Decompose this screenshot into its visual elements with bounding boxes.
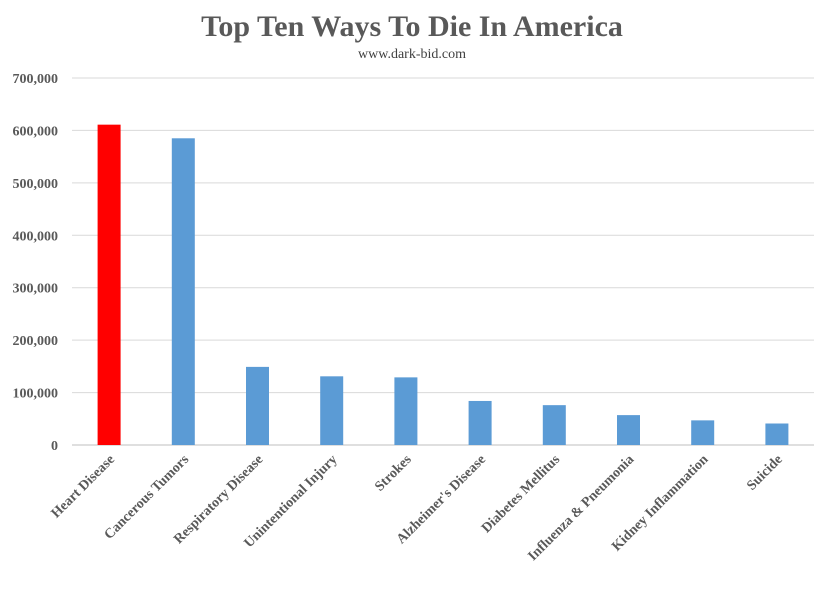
y-tick-label: 200,000: [13, 334, 59, 349]
bars: [97, 124, 789, 446]
x-category-label: Strokes: [372, 452, 415, 495]
bar: [394, 377, 418, 445]
bar: [617, 415, 640, 445]
y-tick-label: 400,000: [13, 229, 59, 244]
chart-subtitle: www.dark-bid.com: [358, 47, 466, 62]
bar: [691, 420, 715, 445]
x-category-label: Diabetes Mellitus: [479, 452, 563, 536]
bar: [171, 138, 195, 446]
x-category-label: Heart Disease: [49, 452, 118, 521]
y-tick-label: 500,000: [13, 177, 59, 192]
y-tick-label: 0: [51, 439, 58, 454]
y-tick-label: 300,000: [13, 282, 59, 297]
chart-title: Top Ten Ways To Die In America: [201, 10, 623, 43]
x-category-label: Suicide: [744, 452, 785, 493]
y-tick-label: 700,000: [13, 72, 59, 87]
bar: [320, 376, 344, 445]
gridlines: [72, 77, 814, 446]
y-axis-ticks: 0 100,000 200,000 300,000 400,000 500,000 600,…: [13, 72, 59, 454]
bar: [542, 405, 566, 445]
bar: [97, 124, 121, 445]
bar: [246, 366, 269, 445]
y-tick-label: 100,000: [13, 387, 59, 402]
bar: [765, 423, 789, 445]
bar: [468, 400, 492, 445]
y-tick-label: 600,000: [13, 124, 59, 139]
